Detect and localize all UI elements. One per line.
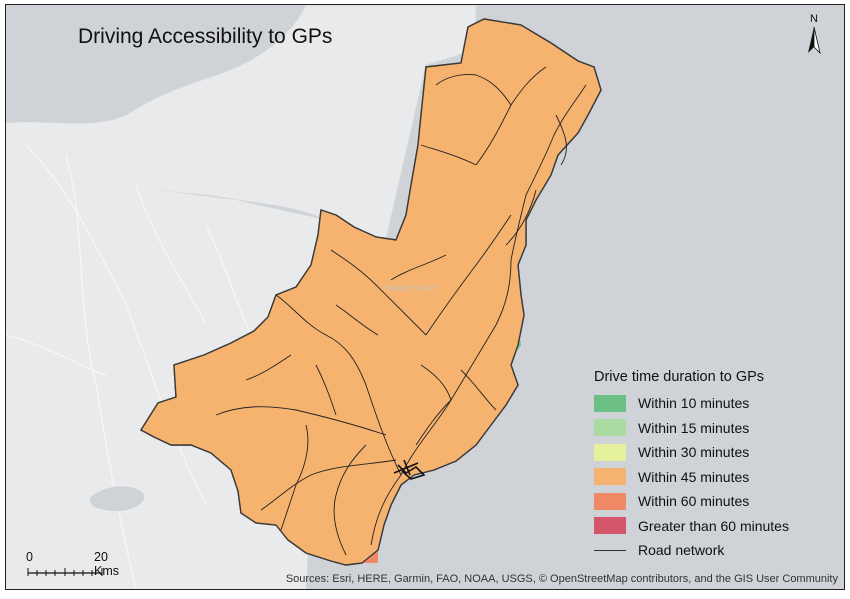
attribution-text: Sources: Esri, HERE, Garmin, FAO, NOAA, … xyxy=(285,573,838,585)
legend-label: Within 10 minutes xyxy=(638,395,750,412)
legend-item: Within 60 minutes xyxy=(594,489,814,514)
scale-start-label: 0 xyxy=(26,550,33,564)
north-arrow-icon xyxy=(808,26,821,55)
legend-swatch xyxy=(594,443,626,461)
road-network xyxy=(215,66,587,556)
north-label: N xyxy=(810,13,818,25)
scale-bar: 0 20 Kms xyxy=(26,550,126,580)
legend-swatch xyxy=(594,419,626,437)
legend-label: Greater than 60 minutes xyxy=(638,517,789,534)
legend-title: Drive time duration to GPs xyxy=(594,369,765,385)
map-frame: HAWKE'S BAY Driving Accessibility to GPs… xyxy=(5,4,845,590)
legend-label: Within 30 minutes xyxy=(638,444,750,461)
legend-label: Within 15 minutes xyxy=(638,419,750,436)
legend-swatch xyxy=(594,517,626,535)
scale-end-label: 20 Kms xyxy=(94,550,119,578)
legend-swatch xyxy=(594,394,626,412)
legend: Drive time duration to GPs Within 10 min… xyxy=(594,369,814,563)
lake xyxy=(90,486,145,511)
north-arrow: N xyxy=(804,13,828,59)
legend-label: Road network xyxy=(638,542,725,559)
map-place-label: HAWKE'S BAY xyxy=(384,284,438,293)
scale-bar-graphic xyxy=(27,568,103,576)
base-lines xyxy=(6,144,257,589)
map-title: Driving Accessibility to GPs xyxy=(78,25,333,48)
town-network xyxy=(393,459,426,480)
legend-item: Within 15 minutes xyxy=(594,416,814,441)
legend-item: Within 10 minutes xyxy=(594,391,814,416)
legend-swatch xyxy=(594,468,626,486)
legend-item: Within 45 minutes xyxy=(594,465,814,490)
legend-item-road: Road network xyxy=(594,538,814,563)
map-canvas[interactable]: HAWKE'S BAY xyxy=(6,5,844,589)
legend-swatch xyxy=(594,492,626,510)
legend-item: Greater than 60 minutes xyxy=(594,514,814,539)
legend-label: Within 45 minutes xyxy=(638,468,750,485)
road-line-symbol xyxy=(594,549,626,551)
legend-item: Within 30 minutes xyxy=(594,440,814,465)
legend-label: Within 60 minutes xyxy=(638,493,750,510)
